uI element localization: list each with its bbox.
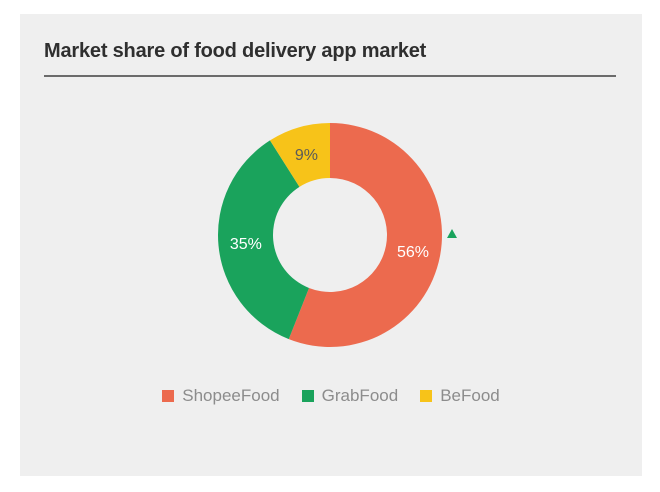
legend-swatch-befood: [420, 390, 433, 402]
chart-title: Market share of food delivery app market: [44, 40, 427, 62]
donut-chart: 56% 35% 9%: [218, 123, 457, 347]
legend-label-befood: BeFood: [440, 386, 500, 405]
slice-befood: [269, 123, 330, 187]
chart-card: Market share of food delivery app market…: [20, 14, 642, 476]
slice-shopeefood: [288, 123, 442, 347]
legend-swatch-grabfood: [301, 390, 314, 402]
legend-item-befood: BeFood: [420, 386, 500, 406]
legend-label-shopeefood: ShopeeFood: [182, 386, 280, 405]
slice-label-befood: 9%: [295, 147, 318, 164]
up-triangle-icon: [447, 229, 457, 238]
chart-legend: ShopeeFood GrabFood BeFood: [20, 386, 642, 406]
legend-item-grabfood: GrabFood: [301, 386, 399, 406]
legend-item-shopeefood: ShopeeFood: [162, 386, 280, 406]
legend-label-grabfood: GrabFood: [321, 386, 399, 405]
slice-grabfood: [218, 140, 310, 340]
legend-swatch-shopeefood: [162, 390, 175, 402]
slice-label-shopeefood: 56%: [397, 244, 429, 261]
title-divider: [44, 75, 616, 77]
slice-label-grabfood: 35%: [230, 236, 262, 253]
